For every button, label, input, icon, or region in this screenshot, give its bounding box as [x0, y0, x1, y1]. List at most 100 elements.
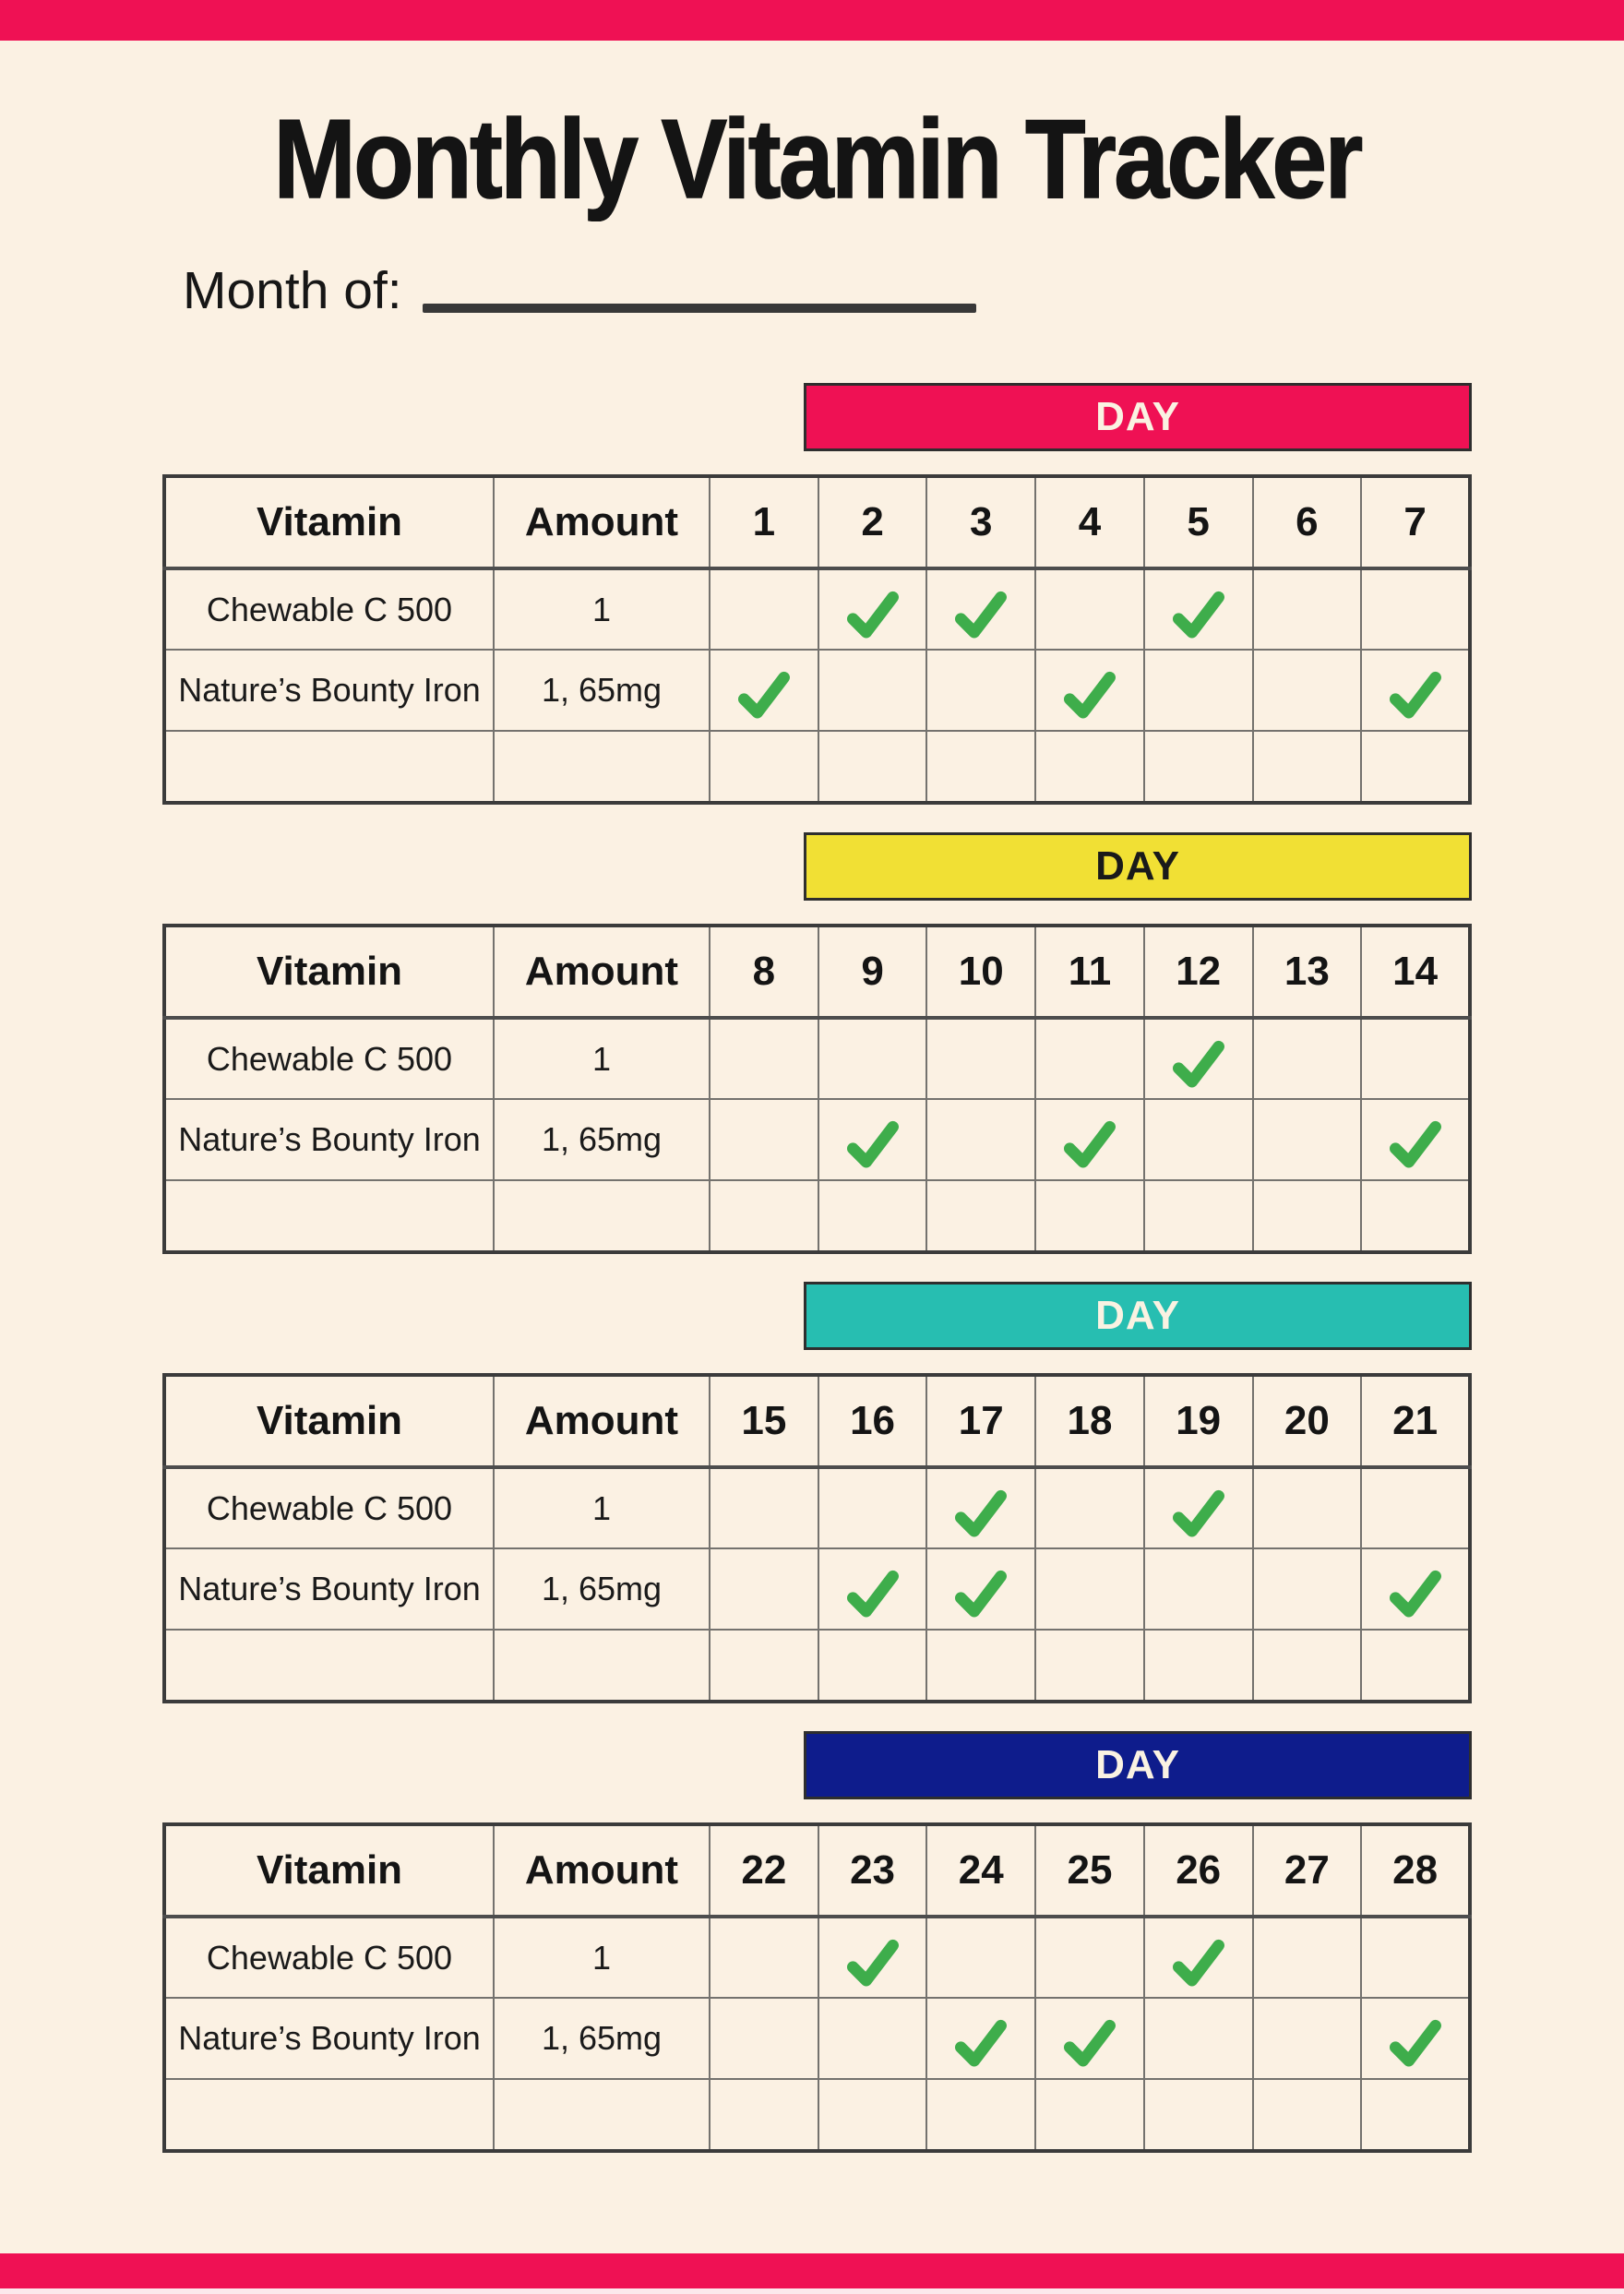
amount-cell: 1: [493, 1466, 710, 1550]
check-cell-empty: [1251, 649, 1363, 733]
check-cell-empty: [1251, 1098, 1363, 1182]
vitamin-name-cell: Chewable C 500: [163, 1916, 495, 2000]
day-column-header: 21: [1360, 1374, 1471, 1470]
vitamin-row: [163, 730, 1471, 805]
check-cell-empty: [709, 1017, 819, 1101]
check-cell-empty: [1360, 1017, 1471, 1101]
check-cell-empty: [925, 1629, 1037, 1703]
check-cell-checked: [1360, 1098, 1471, 1182]
day-column-header: 12: [1142, 925, 1254, 1021]
day-band-row: DAY: [162, 1282, 1472, 1351]
amount-column-header: Amount: [493, 475, 710, 571]
amount-column-header: Amount: [493, 925, 710, 1021]
tracker-table: Vitamin Amount 22 23 24 25 26 27 28 Chewable C…: [162, 1822, 1472, 2154]
vitamin-name-cell: [163, 2078, 495, 2153]
check-cell-checked: [1034, 649, 1145, 733]
check-cell-empty: [709, 1179, 819, 1254]
check-cell-empty: [925, 1098, 1037, 1182]
check-icon: [846, 1939, 899, 1987]
check-cell-checked: [1360, 1997, 1471, 2081]
check-icon: [955, 2019, 1008, 2067]
day-band: DAY: [804, 832, 1472, 902]
check-cell-checked: [925, 1547, 1037, 1631]
check-cell-checked: [817, 1098, 928, 1182]
check-cell-empty: [925, 2078, 1037, 2153]
vitamin-column-header: Vitamin: [163, 1374, 495, 1470]
day-band-row: DAY: [162, 1731, 1472, 1800]
day-column-header: 14: [1360, 925, 1471, 1021]
check-icon: [1172, 1939, 1224, 1987]
check-cell-empty: [1034, 1547, 1145, 1631]
day-band: DAY: [804, 1731, 1472, 1800]
day-band: DAY: [804, 383, 1472, 452]
day-column-header: 22: [709, 1823, 819, 1919]
check-cell-empty: [817, 1179, 928, 1254]
check-cell-empty: [709, 1997, 819, 2081]
vitamin-name-cell: Nature’s Bounty Iron: [163, 1547, 495, 1631]
tracker-section: DAY Vitamin Amount 8 9 10 11 12 13 14 Chewable…: [162, 832, 1472, 1255]
day-column-header: 15: [709, 1374, 819, 1470]
vitamin-name-cell: Chewable C 500: [163, 568, 495, 651]
check-cell-empty: [817, 1629, 928, 1703]
check-cell-empty: [1251, 2078, 1363, 2153]
amount-cell: 1, 65mg: [493, 1997, 710, 2081]
day-column-header: 9: [817, 925, 928, 1021]
day-column-header: 25: [1034, 1823, 1145, 1919]
day-column-header: 13: [1251, 925, 1363, 1021]
vitamin-row: [163, 1629, 1471, 1703]
day-column-header: 3: [925, 475, 1037, 571]
check-cell-empty: [1360, 568, 1471, 651]
day-column-header: 11: [1034, 925, 1145, 1021]
check-cell-checked: [1142, 1017, 1254, 1101]
check-cell-empty: [709, 1916, 819, 2000]
table-header-row: Vitamin Amount 22 23 24 25 26 27 28: [163, 1823, 1471, 1919]
day-band: DAY: [804, 1282, 1472, 1351]
check-cell-empty: [1034, 1916, 1145, 2000]
day-band-label: DAY: [1095, 843, 1180, 890]
check-cell-empty: [1142, 1547, 1254, 1631]
check-cell-empty: [1034, 1017, 1145, 1101]
check-cell-empty: [817, 1017, 928, 1101]
check-icon: [955, 591, 1008, 639]
day-column-header: 17: [925, 1374, 1037, 1470]
check-cell-checked: [817, 1547, 928, 1631]
tracker-section: DAY Vitamin Amount 22 23 24 25 26 27 28 Chewab…: [162, 1731, 1472, 2154]
vitamin-name-cell: Nature’s Bounty Iron: [163, 649, 495, 733]
page-content: Monthly Vitamin Tracker Month of: DAY Vi…: [162, 41, 1472, 2154]
check-cell-empty: [1360, 2078, 1471, 2153]
check-cell-empty: [1142, 1098, 1254, 1182]
day-column-header: 16: [817, 1374, 928, 1470]
vitamin-row: Nature’s Bounty Iron 1, 65mg: [163, 1547, 1471, 1631]
day-column-header: 7: [1360, 475, 1471, 571]
table-header-row: Vitamin Amount 8 9 10 11 12 13 14: [163, 925, 1471, 1021]
page-title: Monthly Vitamin Tracker: [273, 96, 1364, 221]
check-cell-checked: [925, 1466, 1037, 1550]
check-cell-empty: [709, 568, 819, 651]
check-cell-checked: [1142, 1466, 1254, 1550]
check-cell-empty: [1034, 2078, 1145, 2153]
check-cell-empty: [1034, 568, 1145, 651]
check-cell-empty: [1034, 1179, 1145, 1254]
check-cell-checked: [817, 568, 928, 651]
amount-cell: 1, 65mg: [493, 649, 710, 733]
check-cell-empty: [1142, 649, 1254, 733]
vitamin-name-cell: Chewable C 500: [163, 1017, 495, 1101]
vitamin-row: Nature’s Bounty Iron 1, 65mg: [163, 649, 1471, 733]
check-cell-empty: [1142, 2078, 1254, 2153]
amount-cell: [493, 2078, 710, 2153]
check-cell-empty: [709, 1629, 819, 1703]
day-band-row: DAY: [162, 383, 1472, 452]
check-cell-empty: [709, 1466, 819, 1550]
month-of-label: Month of:: [183, 261, 402, 321]
check-cell-empty: [925, 730, 1037, 805]
bottom-edge-strip: [0, 2288, 1624, 2294]
day-column-header: 10: [925, 925, 1037, 1021]
check-icon: [846, 1570, 899, 1618]
day-column-header: 8: [709, 925, 819, 1021]
check-cell-empty: [1251, 1916, 1363, 2000]
day-column-header: 19: [1142, 1374, 1254, 1470]
vitamin-column-header: Vitamin: [163, 1823, 495, 1919]
amount-cell: [493, 1629, 710, 1703]
check-cell-empty: [925, 649, 1037, 733]
